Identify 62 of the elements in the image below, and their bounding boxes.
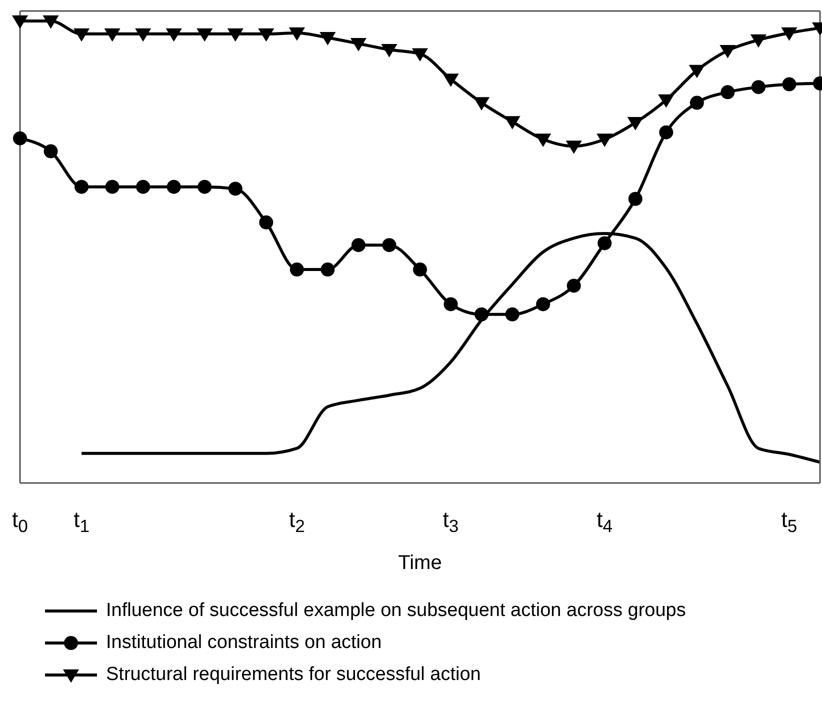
point	[628, 192, 642, 206]
point	[228, 182, 242, 196]
point	[166, 180, 181, 194]
point	[196, 28, 213, 42]
point	[473, 97, 490, 110]
x-axis-title: Time	[398, 552, 442, 574]
point	[505, 307, 520, 322]
point	[104, 28, 120, 42]
point	[781, 27, 798, 41]
point	[596, 134, 613, 147]
point	[73, 28, 90, 42]
x-tick-label: t$_{4}$	[596, 507, 613, 536]
point	[135, 28, 152, 42]
point	[320, 262, 335, 277]
point	[690, 96, 704, 110]
point	[12, 15, 28, 29]
point	[381, 44, 398, 58]
point	[782, 77, 796, 92]
point	[658, 94, 674, 108]
point	[720, 85, 735, 100]
x-tick-label: t$_{2}$	[288, 507, 305, 536]
point	[198, 180, 212, 194]
point	[688, 64, 705, 78]
point	[351, 238, 366, 252]
point	[382, 238, 396, 252]
point	[74, 180, 89, 194]
x-tick-label: t$_{5}$	[781, 507, 798, 536]
x-tick-label: t$_{1}$	[74, 507, 90, 536]
point	[751, 80, 766, 94]
point	[750, 34, 767, 48]
point	[536, 297, 550, 312]
point	[258, 28, 274, 42]
point	[42, 15, 59, 29]
point	[350, 38, 367, 52]
point	[627, 117, 644, 130]
legend-label: Influence of successful example on subsequent action across groups	[106, 599, 686, 623]
point	[320, 32, 336, 46]
point	[413, 262, 427, 277]
point	[227, 28, 244, 42]
x-tick-label: t$_{3}$	[442, 507, 459, 536]
point	[136, 180, 150, 194]
point	[288, 27, 305, 41]
point	[290, 262, 304, 277]
point	[535, 134, 552, 147]
point	[442, 74, 459, 87]
point	[659, 125, 674, 140]
point	[504, 116, 520, 130]
point	[412, 48, 428, 62]
x-tick-label: t$_{0}$	[12, 507, 28, 536]
legend-label: Institutional constraints on action	[106, 631, 382, 655]
point	[474, 307, 489, 322]
point	[259, 215, 274, 230]
point	[13, 131, 27, 146]
point	[166, 28, 182, 42]
point	[44, 144, 58, 158]
point	[720, 44, 736, 58]
point	[598, 236, 612, 250]
legend-label: Structural requirements for successful action	[106, 663, 481, 687]
point	[566, 278, 581, 293]
point	[444, 297, 458, 312]
point	[105, 180, 120, 194]
point	[566, 140, 582, 154]
